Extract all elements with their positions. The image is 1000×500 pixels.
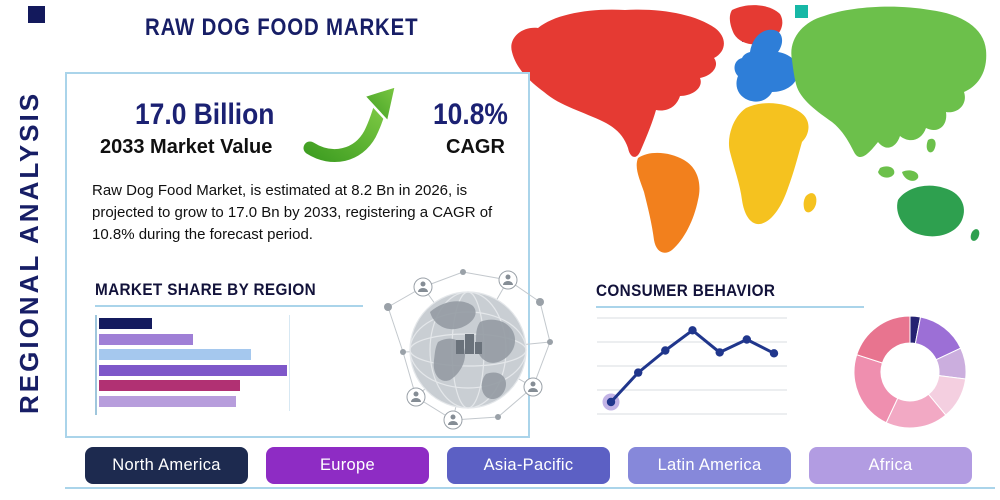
cagr-caption: CAGR (446, 136, 505, 158)
consumer-behavior-underline (596, 306, 864, 308)
region-button-north-america[interactable]: North America (85, 447, 248, 484)
donut-segment-6 (856, 315, 911, 364)
network-nodes (384, 269, 553, 420)
bottom-divider (65, 487, 995, 489)
buildings-icon (456, 334, 482, 354)
region-button-africa[interactable]: Africa (809, 447, 972, 484)
navy-square (28, 6, 45, 23)
person-node-icons (406, 270, 543, 430)
world-map (511, 5, 987, 253)
bar-5 (99, 395, 237, 407)
map-region-madagascar (803, 193, 817, 213)
map-region-asia-islands-2 (902, 170, 919, 181)
map-region-north-america (511, 9, 724, 157)
cagr-value: 10.8% (433, 98, 508, 131)
market-share-donut-chart (853, 315, 967, 429)
line-point-5 (742, 335, 751, 344)
map-region-asia-islands-1 (878, 166, 895, 178)
line-point-2 (661, 346, 670, 355)
bar-3 (99, 364, 287, 376)
line-point-1 (634, 368, 643, 377)
map-region-new-zealand (970, 229, 980, 241)
market-share-bar-chart (95, 315, 355, 415)
bar-1 (99, 333, 193, 345)
market-share-heading: MARKET SHARE BY REGION (95, 280, 317, 299)
bar-2 (99, 349, 252, 360)
map-region-south-america (636, 152, 700, 253)
page-title: RAW DOG FOOD MARKET (145, 14, 419, 41)
growth-arrow-icon (302, 84, 398, 165)
line-point-4 (715, 348, 724, 357)
market-description: Raw Dog Food Market, is estimated at 8.2… (92, 182, 493, 243)
bar-chart-endline (289, 315, 290, 411)
market-value-caption: 2033 Market Value (100, 136, 273, 158)
market-value-2033: 17.0 Billion (135, 98, 275, 131)
consumer-behavior-line-chart (597, 317, 787, 415)
region-button-latin-america[interactable]: Latin America (628, 447, 791, 484)
consumer-behavior-heading: CONSUMER BEHAVIOR (596, 281, 776, 300)
region-button-europe[interactable]: Europe (266, 447, 429, 484)
map-region-philippines (926, 138, 936, 153)
map-region-australia (897, 185, 964, 237)
vertical-section-label: REGIONAL ANALYSIS (14, 90, 44, 414)
teal-square (795, 5, 808, 18)
region-buttons-row: North America Europe Asia-Pacific Latin Ame… (85, 447, 972, 484)
map-region-asia (791, 6, 987, 158)
map-region-africa (728, 103, 809, 225)
map-region-europe (734, 29, 799, 102)
line-point-6 (769, 349, 779, 358)
market-share-underline (95, 305, 363, 307)
line-point-3 (688, 326, 697, 335)
map-region-japan (958, 55, 976, 75)
line-point-0 (606, 397, 616, 407)
bar-0 (99, 318, 152, 329)
donut-segment-5 (853, 354, 899, 424)
region-button-asia-pacific[interactable]: Asia-Pacific (447, 447, 610, 484)
bar-4 (99, 380, 240, 391)
globe-network-illustration (384, 269, 553, 430)
